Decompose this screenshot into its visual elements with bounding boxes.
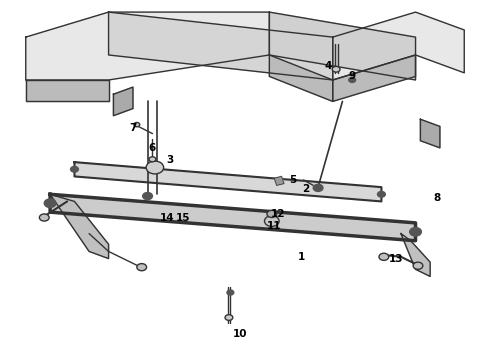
Polygon shape: [26, 80, 109, 102]
Text: 2: 2: [302, 184, 310, 194]
Circle shape: [349, 77, 356, 82]
Polygon shape: [270, 55, 333, 102]
Circle shape: [146, 161, 164, 174]
Polygon shape: [74, 162, 381, 202]
Polygon shape: [401, 234, 430, 276]
Text: 10: 10: [233, 329, 247, 339]
Circle shape: [265, 216, 279, 226]
Polygon shape: [270, 12, 416, 80]
Text: 11: 11: [267, 221, 281, 231]
Text: 7: 7: [129, 123, 137, 133]
Circle shape: [137, 264, 147, 271]
Text: 8: 8: [434, 193, 441, 203]
Text: 5: 5: [289, 175, 296, 185]
Circle shape: [44, 199, 56, 207]
Text: 3: 3: [166, 156, 173, 165]
Polygon shape: [50, 194, 109, 258]
Circle shape: [377, 192, 385, 197]
Polygon shape: [333, 55, 416, 102]
Circle shape: [379, 253, 389, 260]
Circle shape: [313, 184, 323, 192]
Polygon shape: [109, 12, 333, 80]
Polygon shape: [50, 194, 416, 241]
Circle shape: [225, 315, 233, 320]
Polygon shape: [114, 87, 133, 116]
Text: 15: 15: [175, 212, 190, 222]
Circle shape: [410, 228, 421, 236]
Circle shape: [149, 157, 156, 162]
Polygon shape: [420, 119, 440, 148]
Text: 12: 12: [270, 209, 285, 219]
Circle shape: [134, 122, 140, 127]
Polygon shape: [26, 12, 270, 80]
Circle shape: [39, 214, 49, 221]
Circle shape: [143, 193, 152, 200]
Circle shape: [71, 166, 78, 172]
Text: 6: 6: [149, 143, 156, 153]
Polygon shape: [274, 176, 284, 185]
Circle shape: [413, 262, 423, 269]
Text: 4: 4: [324, 61, 332, 71]
Polygon shape: [333, 12, 464, 80]
Text: 14: 14: [160, 212, 174, 222]
Circle shape: [267, 210, 277, 217]
Circle shape: [227, 290, 234, 295]
Text: 9: 9: [348, 71, 356, 81]
Circle shape: [332, 66, 340, 72]
Text: 13: 13: [389, 253, 403, 264]
Text: 1: 1: [297, 252, 305, 262]
